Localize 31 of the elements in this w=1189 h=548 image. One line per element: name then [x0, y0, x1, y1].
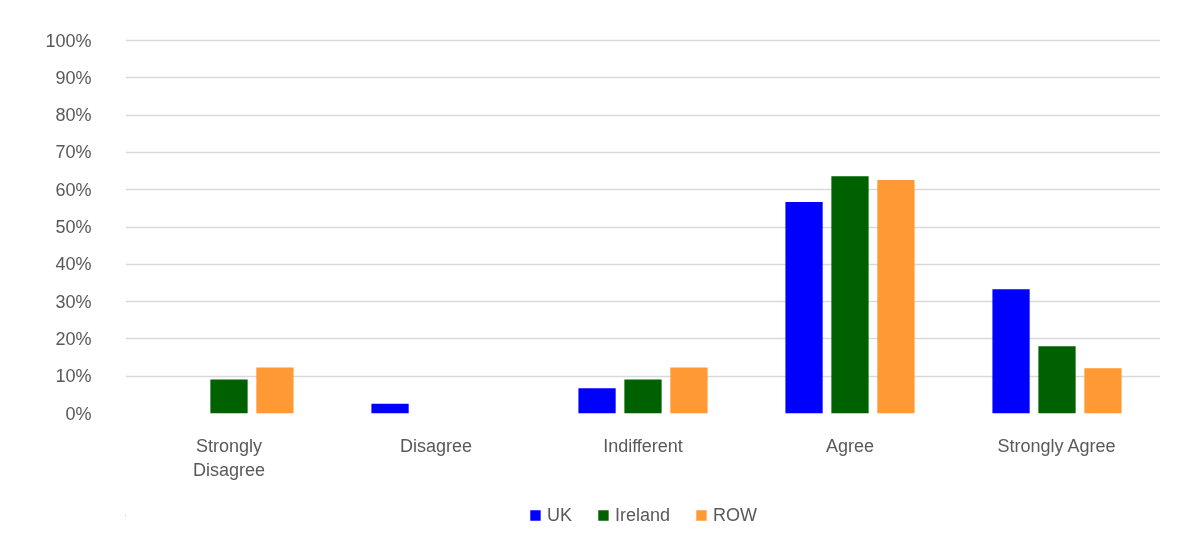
x-tick-label: Indifferent — [603, 435, 683, 456]
bar — [670, 367, 708, 414]
y-tick-label: 40% — [55, 254, 92, 275]
x-tick-label: Agree — [825, 435, 875, 456]
bar — [1084, 368, 1122, 414]
y-tick-label: 60% — [55, 179, 92, 200]
y-tick-label: 10% — [55, 366, 92, 387]
y-tick-label: 70% — [55, 142, 92, 163]
y-tick-label: 20% — [55, 328, 92, 349]
y-tick-label: 90% — [55, 67, 92, 88]
x-tick-label: Disagree — [399, 435, 473, 456]
bar — [371, 403, 409, 414]
x-tick-label: Strongly Disagree — [192, 435, 266, 480]
bar — [877, 180, 915, 414]
bar — [578, 388, 616, 414]
bar — [210, 379, 248, 414]
bar — [831, 176, 869, 414]
y-tick-label: 100% — [45, 30, 92, 51]
bar — [992, 289, 1030, 414]
y-tick-label: 0% — [65, 403, 92, 424]
legend-label: ROW — [713, 504, 758, 526]
y-tick-label: 30% — [55, 291, 92, 312]
bar — [1038, 346, 1076, 414]
bar — [624, 379, 662, 414]
y-tick-label: 80% — [55, 105, 92, 126]
y-tick-label: 50% — [55, 217, 92, 237]
legend-label: Ireland — [614, 504, 671, 526]
legend-label: UK — [546, 504, 572, 526]
bar — [256, 367, 294, 414]
x-tick-label: Strongly Agree — [997, 435, 1116, 456]
bar — [785, 202, 823, 414]
